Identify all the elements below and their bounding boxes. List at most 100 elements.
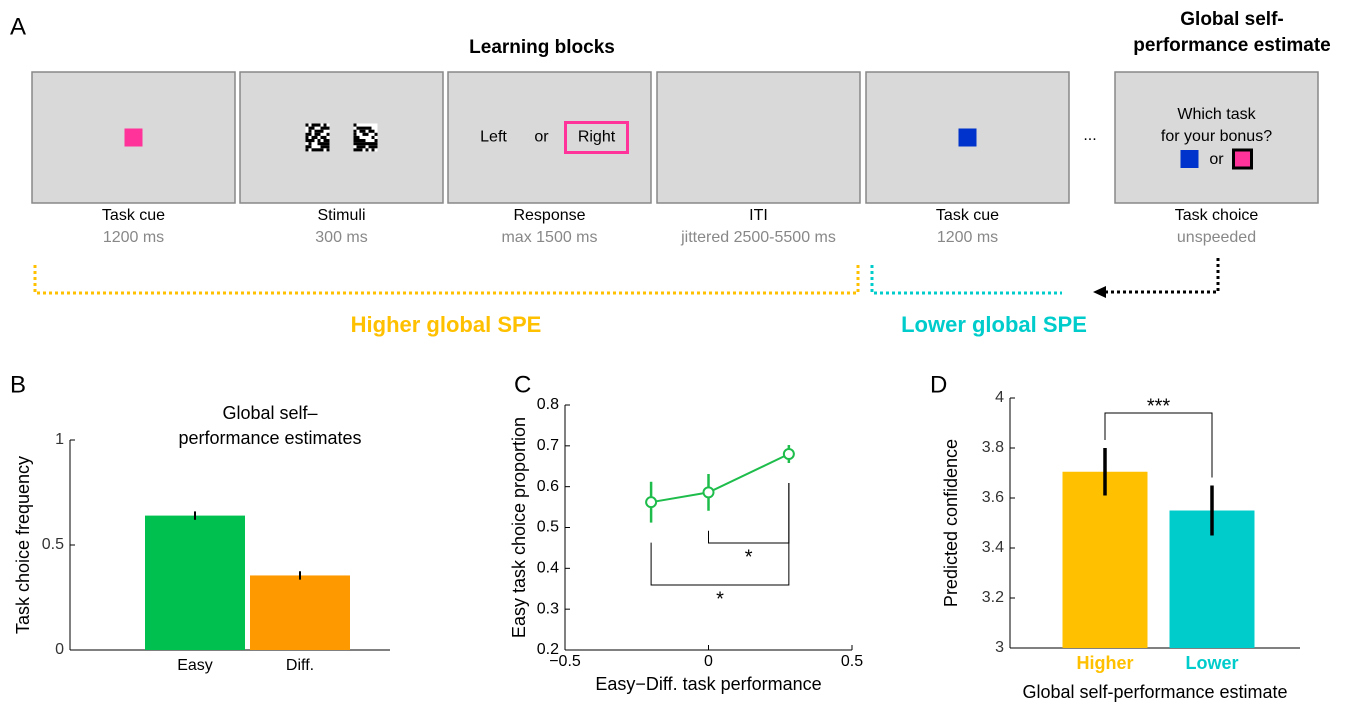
stimulus-pixel bbox=[317, 129, 321, 133]
cue-square bbox=[124, 128, 143, 147]
stimulus-pixel bbox=[317, 148, 321, 152]
stimulus-pixel bbox=[362, 139, 366, 143]
stimulus-pixel bbox=[362, 142, 366, 146]
line bbox=[650, 453, 790, 504]
x-tick-label: −0.5 bbox=[549, 653, 581, 670]
stimulus-pixel bbox=[326, 148, 330, 152]
stimulus-pixel bbox=[371, 129, 375, 133]
y-tick-label: 0.5 bbox=[42, 536, 64, 553]
significance: *** bbox=[1147, 395, 1171, 417]
stimulus-pixel bbox=[362, 145, 366, 149]
stimulus-pixel bbox=[359, 142, 363, 146]
screen-caption: Task cue bbox=[102, 207, 165, 224]
stimulus-pixel bbox=[320, 142, 324, 146]
screen-duration: jittered 2500-5500 ms bbox=[680, 229, 836, 246]
stimulus-pixel bbox=[353, 129, 357, 133]
marker bbox=[782, 448, 795, 460]
screen-duration: 1200 ms bbox=[937, 229, 998, 246]
x-tick-label: 0 bbox=[704, 653, 713, 670]
stimulus-pixel bbox=[326, 126, 330, 130]
screen bbox=[656, 71, 861, 204]
stimulus-pixel bbox=[311, 126, 315, 130]
stimulus-pixel bbox=[320, 135, 324, 139]
y-tick-label: 0.5 bbox=[537, 519, 559, 536]
bar bbox=[1062, 471, 1148, 648]
y-tick-label: 1 bbox=[55, 431, 64, 448]
panel-label: A bbox=[10, 13, 26, 40]
x-tick-label: Lower bbox=[1185, 653, 1238, 673]
stimulus-pixel bbox=[326, 142, 330, 146]
stimulus-pixel bbox=[374, 132, 378, 136]
y-tick-label: 3.8 bbox=[982, 439, 1004, 456]
chart-title: Global self– bbox=[222, 403, 317, 423]
stimulus-pixel bbox=[356, 126, 360, 130]
stimulus-pixel bbox=[308, 132, 312, 136]
stimulus-pixel bbox=[374, 139, 378, 143]
panel-label: B bbox=[10, 371, 26, 398]
screen-caption: Task cue bbox=[936, 207, 999, 224]
stimulus-pixel bbox=[317, 132, 321, 136]
stimulus-pixel bbox=[356, 139, 360, 143]
stimulus-pixel bbox=[374, 142, 378, 146]
selection-box bbox=[564, 121, 629, 154]
stimulus-pixel bbox=[326, 132, 330, 136]
section-title: performance estimate bbox=[1133, 35, 1330, 56]
stimulus-pixel bbox=[368, 126, 372, 130]
stimulus-pixel bbox=[308, 129, 312, 133]
stimulus-pixel bbox=[353, 139, 357, 143]
stimulus-pixel bbox=[323, 135, 327, 139]
x-tick-label: 0.5 bbox=[841, 653, 863, 670]
stimulus-pixel bbox=[308, 145, 312, 149]
stimulus-pixel bbox=[371, 142, 375, 146]
stimulus-pixel bbox=[353, 142, 357, 146]
y-tick-label: 3.2 bbox=[982, 589, 1004, 606]
stimulus-pixel bbox=[374, 145, 378, 149]
question: or bbox=[1209, 151, 1224, 168]
higher-label: Higher global SPE bbox=[351, 312, 542, 337]
stimulus-pixel bbox=[314, 123, 318, 127]
stimulus-pixel bbox=[356, 148, 360, 152]
stimulus-pixel bbox=[365, 132, 369, 136]
stimulus-pixel bbox=[362, 132, 366, 136]
bar bbox=[250, 575, 350, 650]
stimulus-pixel bbox=[314, 135, 318, 139]
y-tick-label: 3.4 bbox=[982, 539, 1004, 556]
stimulus-pixel bbox=[305, 139, 309, 143]
stimulus-pixel bbox=[353, 148, 357, 152]
stimulus-pixel bbox=[362, 126, 366, 130]
stimulus-pixel bbox=[368, 142, 372, 146]
significance: * bbox=[716, 588, 724, 610]
stimulus-pixel bbox=[326, 145, 330, 149]
choice-square bbox=[1180, 150, 1199, 168]
stimulus-pixel bbox=[368, 129, 372, 133]
bracket-lower bbox=[870, 265, 1062, 295]
stimulus-pixel bbox=[359, 126, 363, 130]
y-tick-label: 3.6 bbox=[982, 489, 1004, 506]
screen-caption: ITI bbox=[749, 207, 768, 224]
significance-bracket bbox=[650, 482, 790, 586]
stimulus-pixel bbox=[353, 123, 357, 127]
screen-duration: 300 ms bbox=[315, 229, 367, 246]
panel-label: D bbox=[930, 371, 947, 398]
stimulus-pixel bbox=[359, 139, 363, 143]
stimulus-pixel bbox=[371, 135, 375, 139]
stimulus-pixel bbox=[320, 129, 324, 133]
stimulus-pixel bbox=[314, 148, 318, 152]
question: Which task bbox=[1177, 106, 1256, 123]
stimulus-pixel bbox=[305, 132, 309, 136]
stimulus-pixel bbox=[308, 126, 312, 130]
x-axis-label: Easy−Diff. task performance bbox=[595, 674, 821, 694]
bar bbox=[145, 515, 245, 650]
stimulus-pixel bbox=[305, 135, 309, 139]
marker bbox=[702, 486, 715, 499]
y-tick-label: 4 bbox=[995, 389, 1004, 406]
cue-square bbox=[958, 128, 977, 147]
significance: * bbox=[745, 546, 753, 568]
stimulus-pixel bbox=[356, 145, 360, 149]
significance-bracket bbox=[1104, 412, 1213, 478]
stimulus-pixel bbox=[308, 139, 312, 143]
y-tick-label: 0.8 bbox=[537, 396, 559, 413]
stimulus-pixel bbox=[353, 135, 357, 139]
chart-title: performance estimates bbox=[178, 428, 361, 448]
